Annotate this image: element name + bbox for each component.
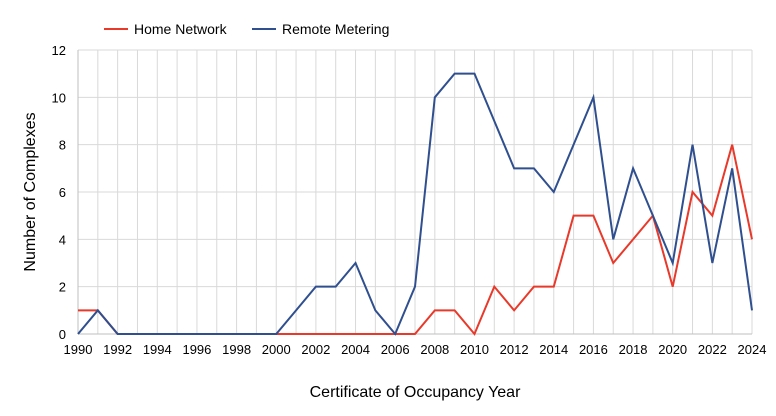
x-tick-label: 1994 bbox=[143, 342, 172, 357]
y-tick-label: 12 bbox=[52, 43, 66, 58]
x-tick-label: 2014 bbox=[539, 342, 568, 357]
x-tick-label: 2006 bbox=[381, 342, 410, 357]
y-tick-label: 4 bbox=[59, 232, 66, 247]
y-tick-label: 2 bbox=[59, 280, 66, 295]
legend: Home Network Remote Metering bbox=[104, 21, 389, 37]
x-tick-label: 1998 bbox=[222, 342, 251, 357]
legend-label: Home Network bbox=[134, 21, 228, 37]
x-tick-label: 2002 bbox=[301, 342, 330, 357]
gridlines bbox=[77, 49, 753, 335]
x-tick-label: 2000 bbox=[262, 342, 291, 357]
x-tick-label: 2020 bbox=[658, 342, 687, 357]
series-line-remote-metering bbox=[77, 72, 753, 336]
y-tick-label: 0 bbox=[59, 327, 66, 342]
x-tick-label: 1996 bbox=[182, 342, 211, 357]
y-tick-label: 6 bbox=[59, 185, 66, 200]
x-tick-label: 2010 bbox=[460, 342, 489, 357]
x-tick-label: 2016 bbox=[579, 342, 608, 357]
x-tick-label: 1992 bbox=[103, 342, 132, 357]
x-tick-label: 2004 bbox=[341, 342, 370, 357]
y-axis-title: Number of Complexes bbox=[22, 112, 39, 271]
x-tick-label: 2012 bbox=[500, 342, 529, 357]
x-tick-label: 1990 bbox=[64, 342, 93, 357]
x-tick-label: 2008 bbox=[420, 342, 449, 357]
x-tick-label: 2024 bbox=[738, 342, 767, 357]
x-tick-label: 2022 bbox=[698, 342, 727, 357]
x-tick-label: 2018 bbox=[619, 342, 648, 357]
x-axis-title: Certificate of Occupancy Year bbox=[310, 384, 521, 401]
tick-labels: 1990 1992 1994 1996 1998 2000 2002 2004 2006 2008… bbox=[52, 43, 767, 357]
legend-label: Remote Metering bbox=[282, 21, 389, 37]
y-tick-label: 8 bbox=[59, 138, 66, 153]
series-lines bbox=[77, 72, 753, 336]
y-tick-label: 10 bbox=[52, 90, 66, 105]
